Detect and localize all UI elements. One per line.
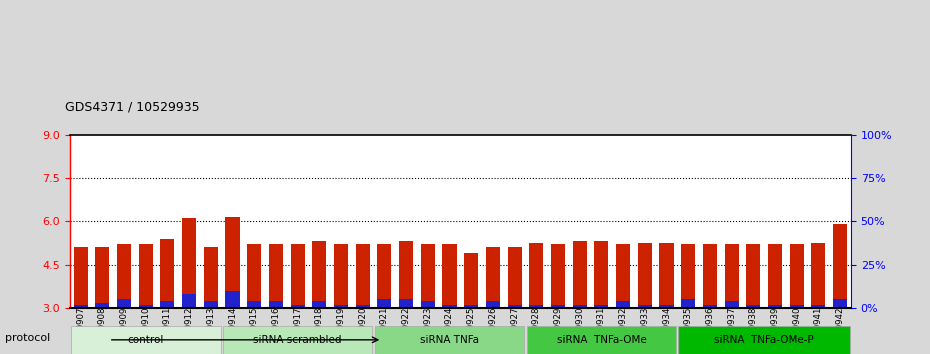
Bar [182,218,196,308]
Bar [594,304,608,308]
Bar [204,247,218,308]
Bar [139,304,153,308]
Bar [703,304,717,308]
Bar [833,224,847,308]
Bar [790,244,804,308]
Bar [573,241,587,308]
Bar [678,326,850,354]
Bar [485,301,500,308]
Bar [529,243,543,308]
Bar [95,303,110,308]
Bar [508,247,522,308]
Bar [551,304,565,308]
Bar [378,299,392,308]
Bar [573,304,587,308]
Bar [117,244,131,308]
Bar [312,241,326,308]
Bar [526,326,676,354]
Bar [464,304,478,308]
Bar [659,243,673,308]
Bar [73,247,87,308]
Bar [681,244,696,308]
Bar [71,326,220,354]
Bar [638,304,652,308]
Bar [768,244,782,308]
Bar [681,299,696,308]
Bar [355,304,370,308]
Bar [290,304,305,308]
Bar [746,244,761,308]
Bar [334,244,348,308]
Text: control: control [127,335,164,345]
Text: protocol: protocol [5,333,50,343]
Bar [443,244,457,308]
Bar [790,304,804,308]
Bar [225,291,240,308]
Bar [269,244,283,308]
Bar [290,244,305,308]
Bar [724,244,738,308]
Text: siRNA  TNFa-OMe-P: siRNA TNFa-OMe-P [714,335,814,345]
Bar [225,217,240,308]
Bar [616,301,631,308]
Bar [399,241,413,308]
Bar [508,304,522,308]
Bar [139,244,153,308]
Bar [724,301,738,308]
Bar [222,326,372,354]
Bar [616,244,631,308]
Bar [768,304,782,308]
Bar [833,299,847,308]
Bar [485,247,500,308]
Bar [399,299,413,308]
Bar [375,326,525,354]
Bar [703,244,717,308]
Bar [811,243,826,308]
Bar [746,304,761,308]
Bar [312,301,326,308]
Bar [420,244,435,308]
Bar [529,304,543,308]
Bar [182,294,196,308]
Bar [443,304,457,308]
Bar [247,244,261,308]
Bar [378,244,392,308]
Text: siRNA TNFa: siRNA TNFa [420,335,479,345]
Bar [638,243,652,308]
Text: GDS4371 / 10529935: GDS4371 / 10529935 [65,100,200,113]
Bar [95,247,110,308]
Bar [117,299,131,308]
Bar [160,239,175,308]
Bar [551,244,565,308]
Bar [355,244,370,308]
Bar [811,304,826,308]
Bar [247,301,261,308]
Bar [659,304,673,308]
Bar [269,301,283,308]
Bar [464,253,478,308]
Text: siRNA  TNFa-OMe: siRNA TNFa-OMe [556,335,646,345]
Bar [334,304,348,308]
Bar [204,301,218,308]
Bar [160,301,175,308]
Bar [594,241,608,308]
Bar [420,301,435,308]
Bar [73,304,87,308]
Text: siRNA scrambled: siRNA scrambled [253,335,342,345]
